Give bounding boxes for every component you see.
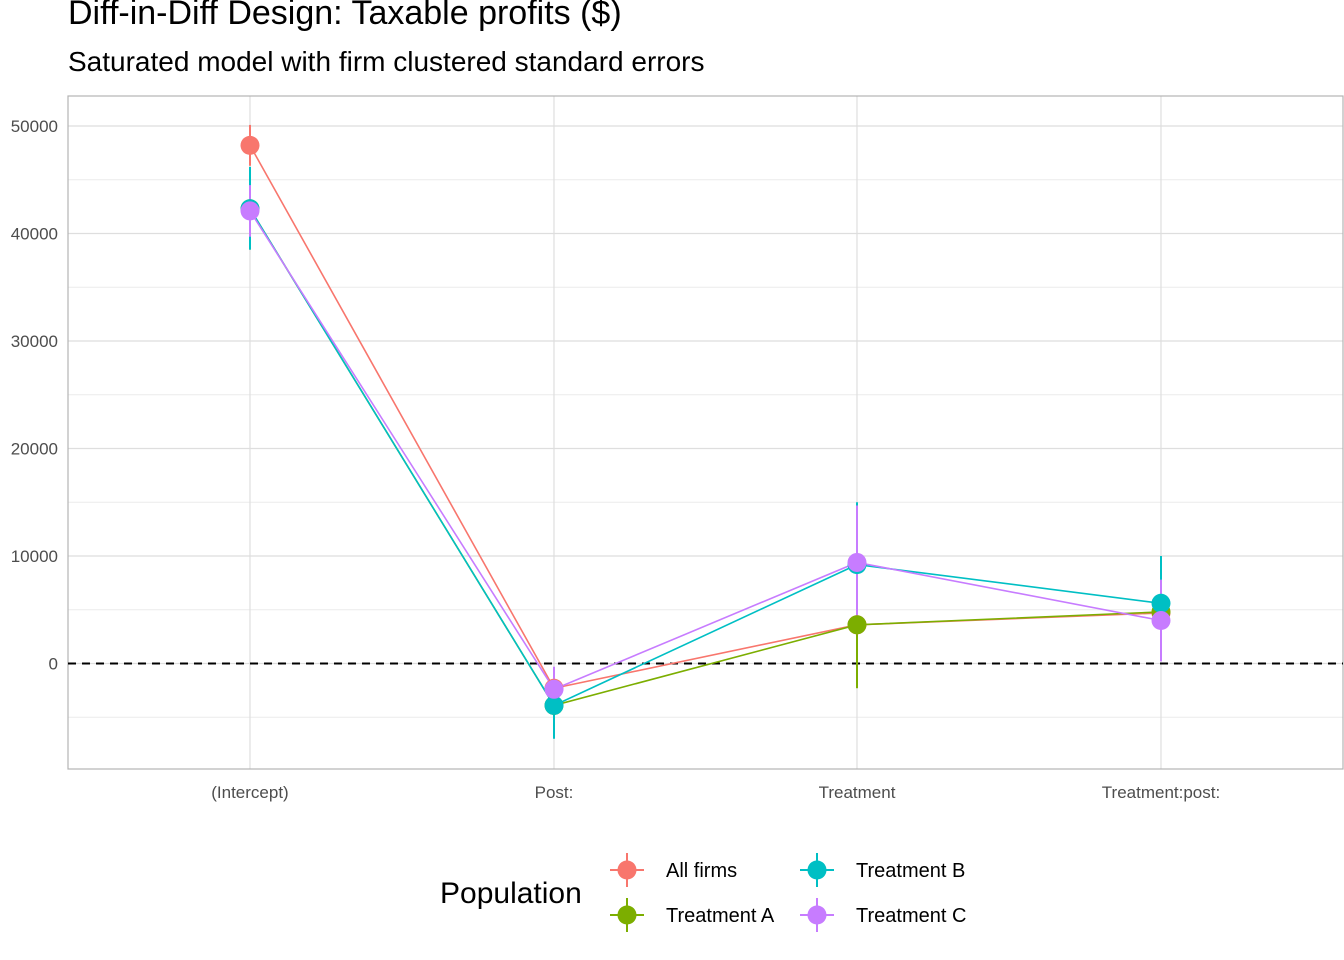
- y-tick-label: 30000: [11, 332, 58, 351]
- x-tick-label: Treatment: [819, 783, 896, 802]
- x-tick-label: Treatment:post:: [1102, 783, 1220, 802]
- y-tick-label: 50000: [11, 117, 58, 136]
- data-point: [240, 135, 260, 155]
- data-point: [544, 695, 564, 715]
- legend-key-point: [617, 905, 637, 925]
- panel-border: [67, 95, 1344, 770]
- legend-label: All firms: [666, 860, 737, 882]
- series-line: [249, 210, 1162, 691]
- series-line: [249, 208, 1162, 707]
- data-point: [544, 679, 564, 699]
- legend-key-point: [807, 905, 827, 925]
- chart-title: Diff-in-Diff Design: Taxable profits ($): [68, 0, 622, 32]
- data-point: [1151, 593, 1171, 613]
- legend-label: Treatment C: [856, 905, 966, 927]
- x-tick-label: Post:: [535, 783, 574, 802]
- legend-title: Population: [440, 877, 582, 910]
- legend-key: [610, 898, 644, 932]
- legend-label: Treatment A: [666, 905, 775, 927]
- x-axis-ticks: (Intercept) Post: Treatment Treatment:post:: [211, 783, 1220, 802]
- data-point: [847, 615, 867, 635]
- data-point: [1151, 611, 1171, 630]
- series-lines: [249, 144, 1162, 707]
- legend-key: [800, 853, 834, 887]
- y-tick-label: 20000: [11, 440, 58, 459]
- x-tick-label: (Intercept): [211, 783, 288, 802]
- legend-key-point: [617, 860, 637, 880]
- legend-key: [800, 898, 834, 932]
- grid-minor: [68, 179, 1343, 718]
- data-point: [240, 201, 260, 221]
- y-tick-label: 10000: [11, 547, 58, 566]
- legend-label: Treatment B: [856, 860, 965, 882]
- chart-subtitle: Saturated model with firm clustered stan…: [68, 46, 705, 77]
- legend: Population All firms Treatment A Treatment …: [440, 853, 966, 932]
- y-axis-ticks: 0 10000 20000 30000 40000 50000: [11, 117, 58, 674]
- data-point: [847, 552, 867, 572]
- series-line: [249, 144, 1162, 690]
- legend-key-point: [807, 860, 827, 880]
- points: [240, 135, 1171, 715]
- legend-key: [610, 853, 644, 887]
- grid-major: [68, 96, 1343, 769]
- y-tick-label: 40000: [11, 225, 58, 244]
- y-tick-label: 0: [49, 655, 58, 674]
- series-line: [249, 208, 1162, 707]
